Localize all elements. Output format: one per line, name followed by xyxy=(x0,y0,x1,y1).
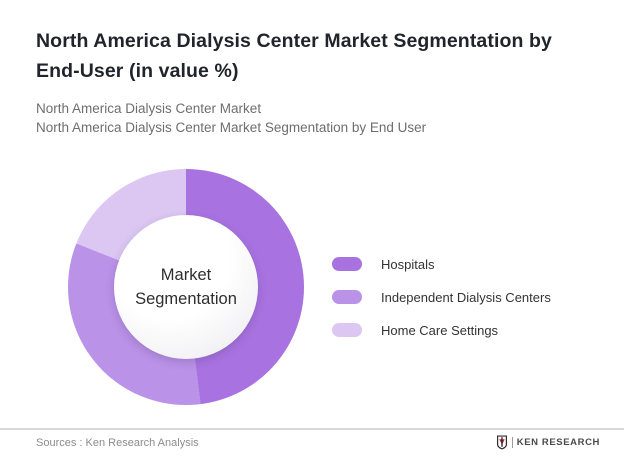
donut-center-label: Market Segmentation xyxy=(135,266,237,308)
brand-logo: KEN RESEARCH xyxy=(496,434,600,450)
footer-divider xyxy=(0,428,624,430)
page-title-line-2: End-User (in value %) xyxy=(36,60,239,82)
legend-item-independent-dialysis-centers: Independent Dialysis Centers xyxy=(332,289,551,305)
chart-legend: Hospitals Independent Dialysis Centers H… xyxy=(332,256,551,338)
legend-item-hospitals: Hospitals xyxy=(332,256,551,272)
donut-center-circle: Market Segmentation xyxy=(114,215,258,359)
ken-research-shield-icon xyxy=(496,435,508,450)
legend-swatch xyxy=(332,290,362,304)
page-title: North America Dialysis Center Market Seg… xyxy=(36,26,596,86)
brand-name: KEN RESEARCH xyxy=(516,436,600,448)
source-note: Sources : Ken Research Analysis xyxy=(36,437,199,449)
legend-label: Independent Dialysis Centers xyxy=(381,289,551,305)
donut-chart: Market Segmentation xyxy=(68,169,304,405)
subtitle-line-2: North America Dialysis Center Market Seg… xyxy=(36,120,427,135)
page-subtitle: North America Dialysis Center Market Nor… xyxy=(36,99,596,137)
legend-item-home-care-settings: Home Care Settings xyxy=(332,322,551,338)
legend-swatch xyxy=(332,323,362,337)
page-title-line-1: North America Dialysis Center Market Seg… xyxy=(36,30,552,52)
brand-separator xyxy=(511,436,513,448)
subtitle-line-1: North America Dialysis Center Market xyxy=(36,101,262,116)
legend-swatch xyxy=(332,257,362,271)
legend-label: Hospitals xyxy=(381,256,435,272)
legend-label: Home Care Settings xyxy=(381,322,499,338)
